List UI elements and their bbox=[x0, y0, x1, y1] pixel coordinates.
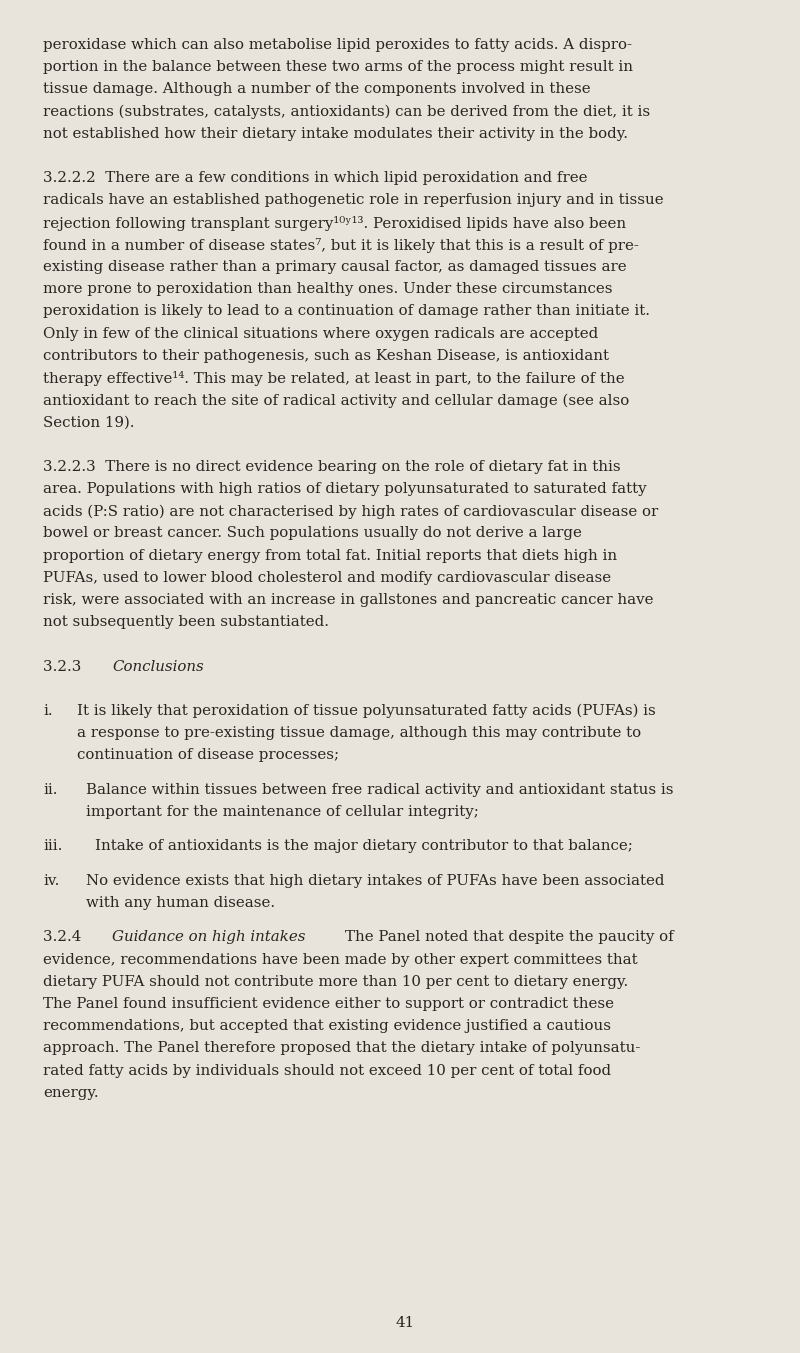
Text: radicals have an established pathogenetic role in reperfusion injury and in tiss: radicals have an established pathogeneti… bbox=[43, 193, 664, 207]
Text: 41: 41 bbox=[395, 1316, 414, 1330]
Text: Only in few of the clinical situations where oxygen radicals are accepted: Only in few of the clinical situations w… bbox=[43, 326, 598, 341]
Text: The Panel noted that despite the paucity of: The Panel noted that despite the paucity… bbox=[345, 931, 674, 944]
Text: PUFAs, used to lower blood cholesterol and modify cardiovascular disease: PUFAs, used to lower blood cholesterol a… bbox=[43, 571, 611, 584]
Text: more prone to peroxidation than healthy ones. Under these circumstances: more prone to peroxidation than healthy … bbox=[43, 283, 613, 296]
Text: acids (P:S ratio) are not characterised by high rates of cardiovascular disease : acids (P:S ratio) are not characterised … bbox=[43, 505, 658, 518]
Text: found in a number of disease states⁷, but it is likely that this is a result of : found in a number of disease states⁷, bu… bbox=[43, 238, 639, 253]
Text: energy.: energy. bbox=[43, 1086, 98, 1100]
Text: portion in the balance between these two arms of the process might result in: portion in the balance between these two… bbox=[43, 60, 633, 74]
Text: 3.2.4: 3.2.4 bbox=[43, 931, 96, 944]
Text: 3.2.3: 3.2.3 bbox=[43, 660, 96, 674]
Text: recommendations, but accepted that existing evidence justified a cautious: recommendations, but accepted that exist… bbox=[43, 1019, 611, 1034]
Text: therapy effective¹⁴. This may be related, at least in part, to the failure of th: therapy effective¹⁴. This may be related… bbox=[43, 371, 625, 386]
Text: ii.: ii. bbox=[43, 783, 58, 797]
Text: tissue damage. Although a number of the components involved in these: tissue damage. Although a number of the … bbox=[43, 83, 590, 96]
Text: iii.: iii. bbox=[43, 839, 62, 854]
Text: It is likely that peroxidation of tissue polyunsaturated fatty acids (PUFAs) is: It is likely that peroxidation of tissue… bbox=[78, 704, 656, 718]
Text: Balance within tissues between free radical activity and antioxidant status is: Balance within tissues between free radi… bbox=[86, 783, 674, 797]
Text: risk, were associated with an increase in gallstones and pancreatic cancer have: risk, were associated with an increase i… bbox=[43, 593, 654, 607]
Text: proportion of dietary energy from total fat. Initial reports that diets high in: proportion of dietary energy from total … bbox=[43, 548, 617, 563]
Text: continuation of disease processes;: continuation of disease processes; bbox=[78, 748, 340, 762]
Text: reactions (substrates, catalysts, antioxidants) can be derived from the diet, it: reactions (substrates, catalysts, antiox… bbox=[43, 104, 650, 119]
Text: not subsequently been substantiated.: not subsequently been substantiated. bbox=[43, 616, 329, 629]
Text: with any human disease.: with any human disease. bbox=[86, 896, 275, 911]
Text: bowel or breast cancer. Such populations usually do not derive a large: bowel or breast cancer. Such populations… bbox=[43, 526, 582, 540]
Text: Conclusions: Conclusions bbox=[112, 660, 204, 674]
Text: peroxidase which can also metabolise lipid peroxides to fatty acids. A dispro-: peroxidase which can also metabolise lip… bbox=[43, 38, 632, 51]
Text: a response to pre-existing tissue damage, although this may contribute to: a response to pre-existing tissue damage… bbox=[78, 727, 642, 740]
Text: No evidence exists that high dietary intakes of PUFAs have been associated: No evidence exists that high dietary int… bbox=[86, 874, 665, 888]
Text: rejection following transplant surgery¹⁰ʸ¹³. Peroxidised lipids have also been: rejection following transplant surgery¹⁰… bbox=[43, 215, 626, 230]
Text: existing disease rather than a primary causal factor, as damaged tissues are: existing disease rather than a primary c… bbox=[43, 260, 626, 275]
Text: dietary PUFA should not contribute more than 10 per cent to dietary energy.: dietary PUFA should not contribute more … bbox=[43, 976, 628, 989]
Text: evidence, recommendations have been made by other expert committees that: evidence, recommendations have been made… bbox=[43, 953, 638, 966]
Text: i.: i. bbox=[43, 704, 53, 718]
Text: Guidance on high intakes: Guidance on high intakes bbox=[112, 931, 306, 944]
Text: peroxidation is likely to lead to a continuation of damage rather than initiate : peroxidation is likely to lead to a cont… bbox=[43, 304, 650, 318]
Text: not established how their dietary intake modulates their activity in the body.: not established how their dietary intake… bbox=[43, 127, 628, 141]
Text: 3.2.2.3  There is no direct evidence bearing on the role of dietary fat in this: 3.2.2.3 There is no direct evidence bear… bbox=[43, 460, 621, 474]
Text: 3.2.2.2  There are a few conditions in which lipid peroxidation and free: 3.2.2.2 There are a few conditions in wh… bbox=[43, 172, 587, 185]
Text: approach. The Panel therefore proposed that the dietary intake of polyunsatu-: approach. The Panel therefore proposed t… bbox=[43, 1042, 640, 1055]
Text: area. Populations with high ratios of dietary polyunsaturated to saturated fatty: area. Populations with high ratios of di… bbox=[43, 482, 646, 497]
Text: important for the maintenance of cellular integrity;: important for the maintenance of cellula… bbox=[86, 805, 479, 819]
Text: Intake of antioxidants is the major dietary contributor to that balance;: Intake of antioxidants is the major diet… bbox=[94, 839, 633, 854]
Text: rated fatty acids by individuals should not exceed 10 per cent of total food: rated fatty acids by individuals should … bbox=[43, 1063, 611, 1077]
Text: Section 19).: Section 19). bbox=[43, 415, 134, 429]
Text: antioxidant to reach the site of radical activity and cellular damage (see also: antioxidant to reach the site of radical… bbox=[43, 394, 630, 407]
Text: contributors to their pathogenesis, such as Keshan Disease, is antioxidant: contributors to their pathogenesis, such… bbox=[43, 349, 609, 363]
Text: iv.: iv. bbox=[43, 874, 59, 888]
Text: The Panel found insufficient evidence either to support or contradict these: The Panel found insufficient evidence ei… bbox=[43, 997, 614, 1011]
